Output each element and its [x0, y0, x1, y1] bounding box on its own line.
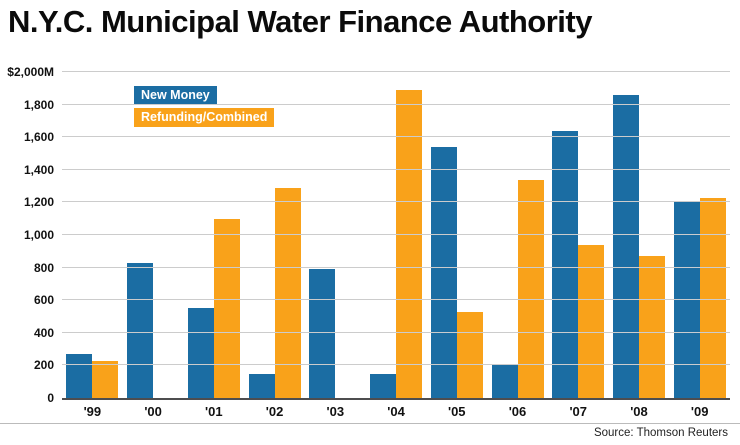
x-axis-strip: '99 '00 '01 '02 '03 '04 '05 '06 '07 '08 '09 — [0, 400, 740, 424]
chart-title: N.Y.C. Municipal Water Finance Authority — [8, 4, 593, 39]
chart-legend: New Money Refunding/Combined — [134, 86, 275, 127]
bar-refunding-combined — [92, 360, 119, 398]
x-axis-tick-label: '00 — [144, 404, 162, 419]
gridline — [62, 103, 730, 105]
bar-group — [366, 72, 427, 398]
chart-area: New Money Refunding/Combined $2,000M 1,800… — [0, 65, 740, 424]
bar-refunding-combined — [213, 218, 240, 398]
gridline — [62, 234, 730, 235]
x-axis-tick-label: '02 — [265, 404, 284, 419]
bar-group — [548, 72, 609, 398]
bar-group — [609, 72, 670, 398]
x-axis-tick-label: '06 — [508, 404, 527, 419]
bar-group — [669, 72, 730, 398]
bar-new-money — [66, 354, 93, 398]
x-axis-tick-label: '99 — [83, 404, 102, 419]
gridline — [62, 299, 730, 301]
bar-group — [183, 72, 244, 398]
y-axis-tick-label: 1,600 — [23, 130, 54, 145]
gridline — [62, 364, 730, 366]
bar-new-money — [491, 363, 518, 398]
bar-new-money — [309, 269, 336, 398]
y-axis-tick-label: 200 — [33, 358, 54, 373]
x-axis-tick-label: '03 — [326, 404, 345, 419]
gridline — [62, 266, 730, 268]
bar-refunding-combined — [456, 311, 483, 398]
y-axis-tick-label: 0 — [47, 391, 54, 405]
gridline — [62, 168, 730, 170]
x-axis-labels: '99 '00 '01 '02 '03 '04 '05 '06 '07 '08 '09 — [62, 400, 730, 419]
bar-refunding-combined — [578, 244, 605, 398]
plot-area: New Money Refunding/Combined $2,000M 1,800… — [7, 65, 730, 405]
legend-item-new-money: New Money — [134, 86, 217, 105]
bar-refunding-combined — [638, 256, 665, 398]
bar-new-money — [187, 308, 214, 398]
source-credit: Source: Thomson Reuters — [593, 427, 728, 439]
y-axis-tick-label: 1,200 — [23, 195, 54, 210]
gridline — [62, 71, 730, 72]
y-axis-tick-label: 1,000 — [23, 228, 54, 242]
gridline — [62, 201, 730, 203]
bar-groups — [62, 72, 730, 398]
bar-refunding-combined — [396, 89, 423, 398]
y-axis-tick-label: 400 — [33, 325, 54, 340]
bar-group — [123, 72, 184, 398]
bar-group — [305, 72, 366, 398]
bar-new-money — [612, 94, 639, 398]
bar-new-money — [248, 373, 275, 398]
x-axis-tick-label: '05 — [447, 404, 466, 419]
bar-refunding-combined — [699, 197, 726, 398]
bar-new-money — [127, 262, 154, 398]
bar-new-money — [430, 146, 457, 398]
bar-refunding-combined — [517, 179, 544, 398]
y-axis-tick-label: 1,800 — [23, 97, 54, 112]
y-axis-tick-label: 600 — [33, 293, 54, 308]
gridline — [62, 331, 730, 333]
bar-group — [487, 72, 548, 398]
x-axis-tick-label: '04 — [387, 404, 405, 419]
legend-item-refunding-combined: Refunding/Combined — [134, 108, 275, 127]
x-axis-tick-label: '01 — [205, 404, 223, 419]
bar-new-money — [552, 130, 579, 398]
bar-group — [244, 72, 305, 398]
bar-group — [426, 72, 487, 398]
y-axis-tick-label: $2,000M — [7, 65, 54, 79]
y-axis-tick-label: 1,400 — [23, 162, 54, 177]
bar-refunding-combined — [274, 187, 301, 398]
bar-new-money — [370, 373, 397, 398]
y-axis-tick-label: 800 — [33, 260, 54, 275]
x-axis-tick-label: '08 — [630, 404, 648, 419]
gridline — [62, 136, 730, 138]
x-axis-tick-label: '07 — [569, 404, 588, 419]
x-axis-tick-label: '09 — [690, 404, 709, 419]
bar-group — [62, 72, 123, 398]
